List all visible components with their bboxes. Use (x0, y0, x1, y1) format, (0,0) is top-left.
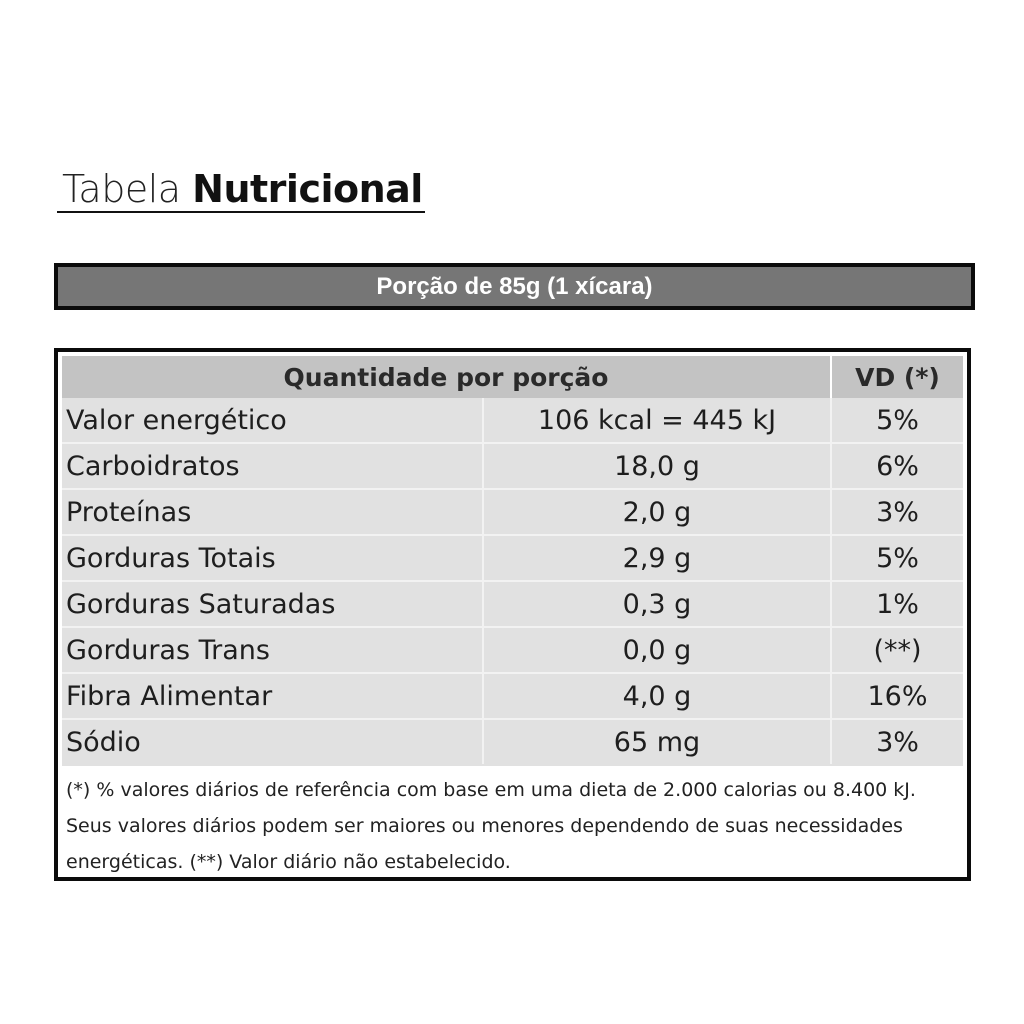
nutrient-vd: (**) (830, 628, 963, 672)
nutrient-vd: 16% (830, 674, 963, 718)
table-row: Fibra Alimentar 4,0 g 16% (62, 674, 963, 720)
nutrient-vd: 5% (830, 398, 963, 442)
table-row: Gorduras Trans 0,0 g (**) (62, 628, 963, 674)
nutrient-name: Proteínas (66, 496, 192, 528)
table-body: Valor energético 106 kcal = 445 kJ 5% Ca… (62, 398, 963, 766)
portion-bar: Porção de 85g (1 xícara) (54, 263, 975, 310)
title-underline (57, 211, 425, 213)
nutrient-name: Gorduras Trans (66, 634, 270, 666)
nutrient-name: Gorduras Totais (66, 542, 276, 574)
footnote: (*) % valores diários de referência com … (66, 779, 916, 873)
nutrient-vd: 5% (830, 536, 963, 580)
nutrient-vd: 3% (830, 720, 963, 764)
table-header: Quantidade por porção VD (*) (62, 356, 963, 398)
nutrient-vd: 3% (830, 490, 963, 534)
nutrient-amount: 4,0 g (482, 674, 830, 718)
header-vd: VD (*) (830, 356, 963, 398)
table-row: Proteínas 2,0 g 3% (62, 490, 963, 536)
nutrient-amount: 2,9 g (482, 536, 830, 580)
nutrient-amount: 0,3 g (482, 582, 830, 626)
nutrient-vd: 6% (830, 444, 963, 488)
table-row: Gorduras Totais 2,9 g 5% (62, 536, 963, 582)
nutrient-amount: 18,0 g (482, 444, 830, 488)
portion-label: Porção de 85g (1 xícara) (376, 272, 653, 300)
nutrient-name: Sódio (66, 726, 141, 758)
table-row: Carboidratos 18,0 g 6% (62, 444, 963, 490)
page-title: Tabela Nutricional (62, 166, 423, 212)
title-bold: Nutricional (192, 167, 423, 211)
nutrient-amount: 2,0 g (482, 490, 830, 534)
title-light: Tabela (62, 167, 181, 211)
nutrient-name: Fibra Alimentar (66, 680, 273, 712)
header-quantity: Quantidade por porção (283, 362, 609, 392)
nutrient-name: Gorduras Saturadas (66, 588, 336, 620)
nutrient-amount: 0,0 g (482, 628, 830, 672)
table-row: Valor energético 106 kcal = 445 kJ 5% (62, 398, 963, 444)
table-row: Sódio 65 mg 3% (62, 720, 963, 766)
nutrient-vd: 1% (830, 582, 963, 626)
table-row: Gorduras Saturadas 0,3 g 1% (62, 582, 963, 628)
nutrient-name: Valor energético (66, 404, 287, 436)
nutrient-name: Carboidratos (66, 450, 240, 482)
nutrient-amount: 106 kcal = 445 kJ (482, 398, 830, 442)
nutrition-table: Quantidade por porção VD (*) Valor energ… (54, 348, 971, 881)
nutrient-amount: 65 mg (482, 720, 830, 764)
